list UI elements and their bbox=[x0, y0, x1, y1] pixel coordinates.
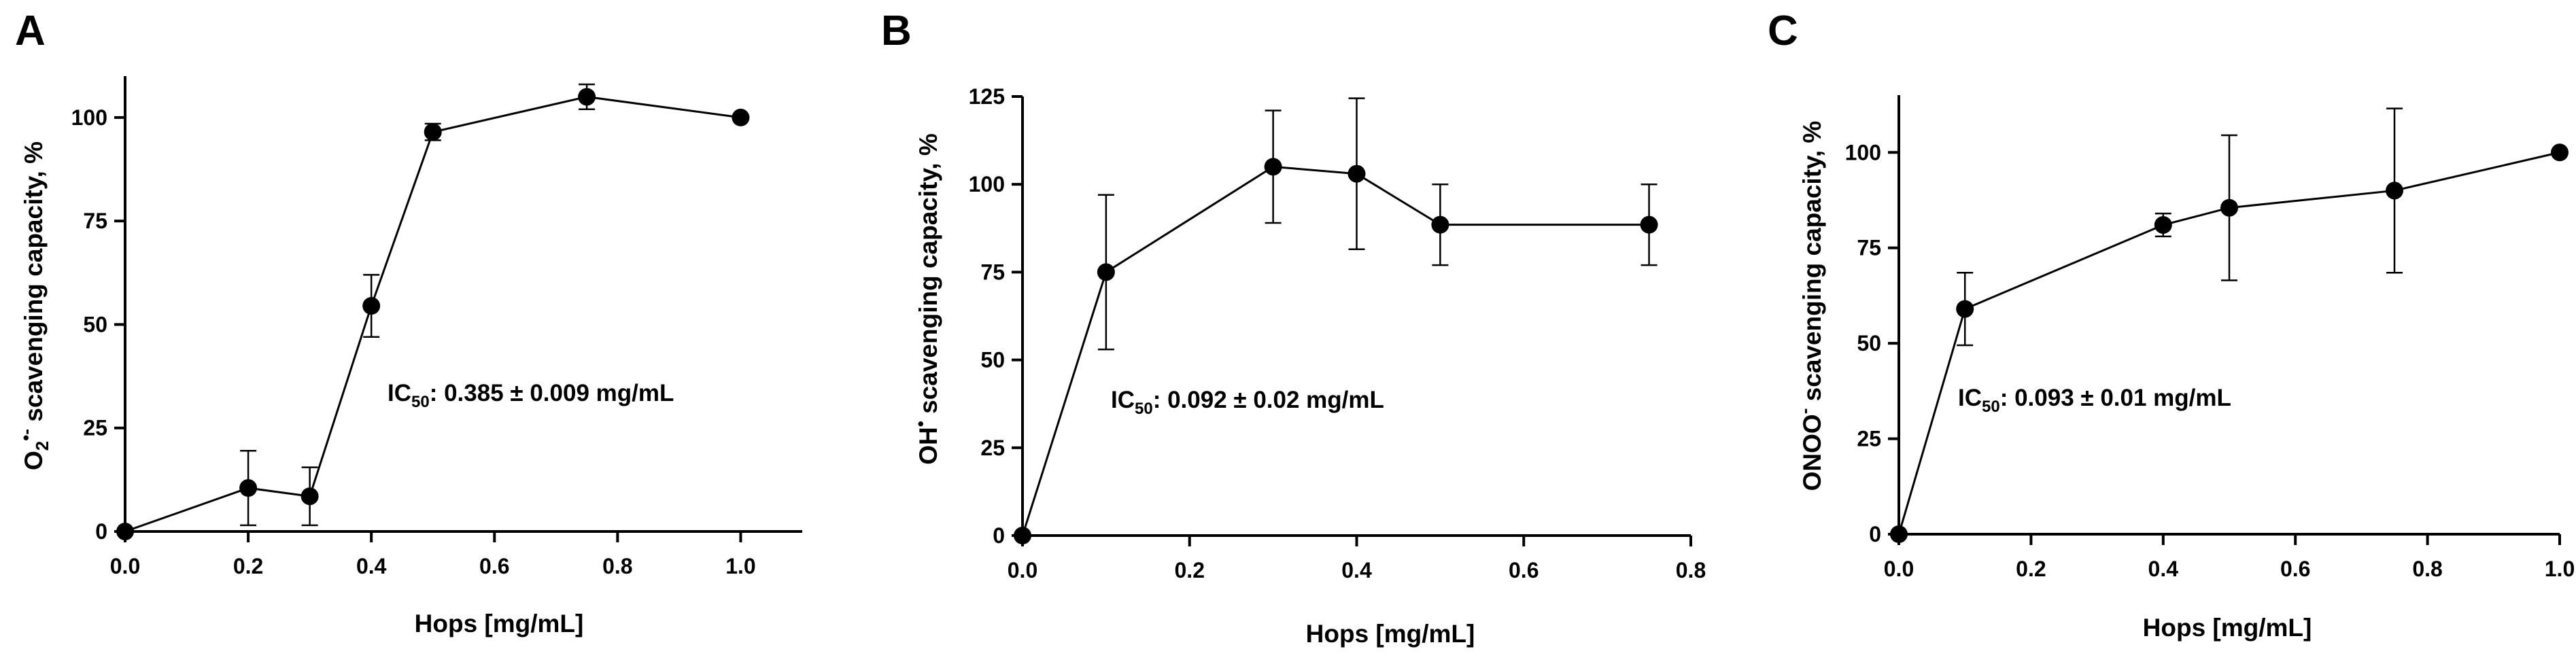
data-point bbox=[2386, 181, 2403, 200]
ic50-prefix: IC bbox=[388, 380, 411, 406]
x-tick-label: 0.2 bbox=[1175, 558, 1205, 582]
x-tick-label: 0.4 bbox=[2148, 557, 2179, 581]
chart-panel-b: B 0 25 50 75 100 125 0.0 0.2 0.4 0.6 0.8 Hops [mg/mL… bbox=[881, 7, 1706, 648]
data-point bbox=[578, 88, 596, 106]
y-axis-label-superscript: - bbox=[1794, 408, 1815, 415]
data-point bbox=[2220, 198, 2238, 217]
y-axis-label-superscript: • bbox=[910, 421, 931, 427]
x-tick-label: 0.8 bbox=[602, 554, 632, 578]
data-point bbox=[239, 479, 258, 497]
y-tick-label: 25 bbox=[1857, 427, 1881, 451]
ic50-subscript: 50 bbox=[1982, 398, 2000, 416]
data-point bbox=[1014, 527, 1031, 544]
x-tick-label: 0.0 bbox=[110, 554, 140, 578]
data-point bbox=[424, 123, 442, 141]
ic50-prefix: IC bbox=[1111, 387, 1135, 413]
y-axis-label-text: scavenging capacity, % bbox=[1798, 121, 1826, 408]
ic50-prefix: IC bbox=[1958, 385, 1982, 411]
chart-panel-c: C 0 25 50 75 100 0.0 0.2 0.4 0.6 0.8 1.0 Hops [mg/mL… bbox=[1768, 7, 2575, 642]
y-tick-label: 50 bbox=[83, 312, 107, 336]
series-line bbox=[124, 95, 741, 533]
y-axis-label-text: scavenging capacity, % bbox=[20, 141, 48, 429]
y-tick-label: 25 bbox=[83, 416, 107, 440]
x-tick-label: 0.6 bbox=[2280, 557, 2310, 581]
data-point bbox=[300, 487, 319, 506]
x-tick-label: 0.6 bbox=[479, 554, 509, 578]
panel-letter: C bbox=[1768, 7, 1798, 54]
panel-letter: A bbox=[15, 7, 46, 54]
y-tick-label: 125 bbox=[969, 84, 1005, 109]
ic50-value: : 0.385 ± 0.009 mg/mL bbox=[430, 380, 674, 406]
panel-letter: B bbox=[881, 7, 912, 54]
data-point bbox=[1431, 215, 1449, 234]
x-axis-label: Hops [mg/mL] bbox=[2143, 614, 2312, 642]
x-tick-label: 1.0 bbox=[725, 554, 755, 578]
ic50-annotation: IC50: 0.385 ± 0.009 mg/mL bbox=[388, 380, 674, 411]
x-tick-label: 0.0 bbox=[1884, 557, 1914, 581]
ic50-subscript: 50 bbox=[1135, 400, 1153, 418]
y-tick-label: 0 bbox=[95, 519, 107, 544]
data-point bbox=[1640, 215, 1658, 234]
ic50-value: : 0.092 ± 0.02 mg/mL bbox=[1153, 387, 1384, 413]
data-point bbox=[1097, 263, 1115, 281]
data-point bbox=[116, 523, 134, 540]
x-tick-label: 1.0 bbox=[2545, 557, 2575, 581]
y-axis-label-text: scavenging capacity, % bbox=[914, 133, 942, 421]
data-point bbox=[2154, 215, 2172, 234]
data-point bbox=[362, 297, 381, 315]
y-axis-label-species: O bbox=[20, 451, 48, 470]
x-tick-label: 0.0 bbox=[1008, 558, 1037, 582]
x-tick-label: 0.8 bbox=[1676, 558, 1706, 582]
y-axis-label: OH• scavenging capacity, % bbox=[910, 133, 942, 465]
data-point bbox=[1347, 164, 1366, 183]
ic50-subscript: 50 bbox=[411, 393, 430, 411]
y-axis-label: ONOO- scavenging capacity, % bbox=[1794, 121, 1826, 491]
ic50-value: : 0.093 ± 0.01 mg/mL bbox=[2000, 385, 2231, 411]
y-tick-label: 0 bbox=[1869, 522, 1881, 546]
data-point bbox=[1956, 300, 1974, 318]
y-tick-label: 100 bbox=[71, 105, 107, 130]
data-point bbox=[2551, 143, 2569, 162]
x-tick-label: 0.8 bbox=[2412, 557, 2442, 581]
x-axis-label: Hops [mg/mL] bbox=[415, 610, 584, 637]
y-tick-label: 100 bbox=[969, 172, 1005, 196]
x-tick-label: 0.2 bbox=[2016, 557, 2046, 581]
y-tick-label: 75 bbox=[980, 260, 1005, 284]
y-axis-label: O2•- scavenging capacity, % bbox=[16, 141, 52, 470]
y-tick-label: 25 bbox=[980, 436, 1005, 460]
x-tick-label: 0.6 bbox=[1509, 558, 1539, 582]
ic50-annotation: IC50: 0.093 ± 0.01 mg/mL bbox=[1958, 385, 2231, 416]
y-axis-label-subscript: 2 bbox=[32, 441, 52, 451]
ic50-annotation: IC50: 0.092 ± 0.02 mg/mL bbox=[1111, 387, 1384, 418]
series-line bbox=[1021, 165, 1649, 536]
y-tick-label: 75 bbox=[1857, 236, 1881, 260]
x-axis-label: Hops [mg/mL] bbox=[1306, 620, 1475, 648]
chart-panel-a: A 0 25 50 75 100 0.0 0.2 0.4 0.6 0.8 1.0 Hops [mg/mL… bbox=[15, 7, 802, 637]
y-axis-label-species: OH bbox=[914, 427, 942, 465]
y-tick-label: 50 bbox=[980, 348, 1005, 372]
y-tick-label: 0 bbox=[993, 523, 1005, 548]
y-axis-label-superscript: •- bbox=[16, 429, 36, 441]
series-line bbox=[1897, 151, 2560, 535]
x-tick-label: 0.2 bbox=[233, 554, 263, 578]
x-tick-label: 0.4 bbox=[356, 554, 387, 578]
y-axis-label-species: ONOO bbox=[1798, 414, 1826, 491]
data-point bbox=[1890, 525, 1908, 543]
y-tick-label: 75 bbox=[83, 209, 107, 233]
y-tick-label: 50 bbox=[1857, 331, 1881, 355]
y-tick-label: 100 bbox=[1845, 140, 1881, 164]
x-tick-label: 0.4 bbox=[1341, 558, 1372, 582]
data-point bbox=[1264, 158, 1282, 176]
data-point bbox=[732, 108, 750, 126]
